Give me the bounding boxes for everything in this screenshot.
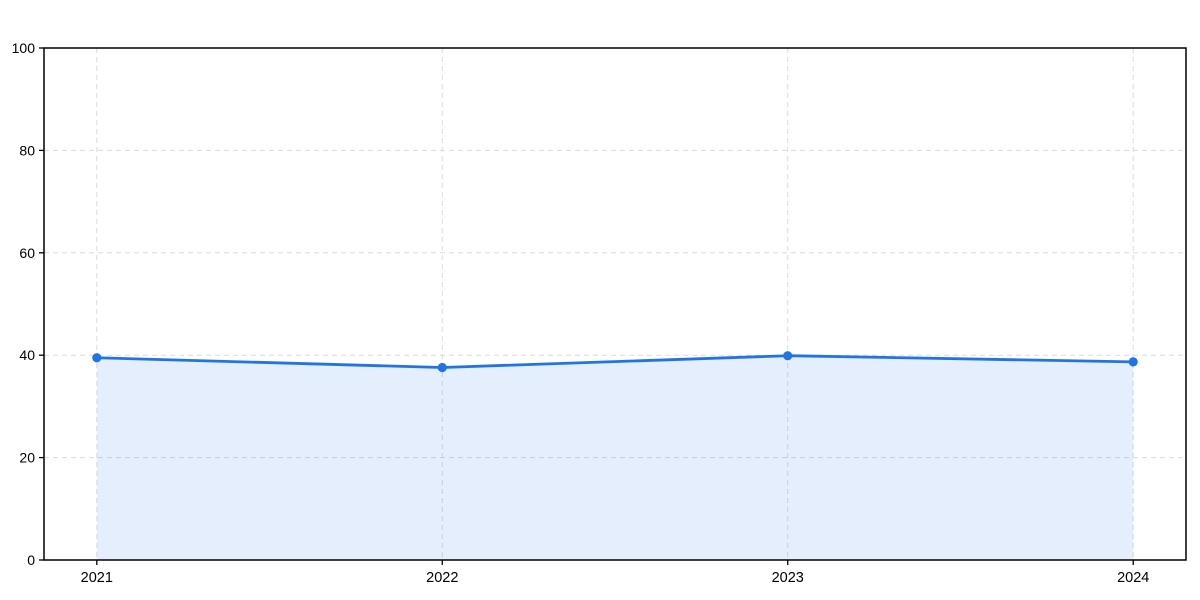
area-fill xyxy=(96,355,1134,560)
x-tick-label-2023: 2023 xyxy=(772,570,804,586)
x-tick-label-2021: 2021 xyxy=(81,570,113,586)
y-tick-label-40: 40 xyxy=(19,347,35,363)
y-tick-label-60: 60 xyxy=(19,245,35,261)
data-point-2023 xyxy=(783,351,793,361)
y-tick-label-80: 80 xyxy=(19,142,35,158)
x-tick-label-2022: 2022 xyxy=(426,570,458,586)
y-tick-label-0: 0 xyxy=(27,552,35,568)
data-point-2024 xyxy=(1128,357,1138,367)
data-point-2021 xyxy=(92,353,102,363)
trend-line xyxy=(95,354,1135,369)
data-point-2022 xyxy=(437,362,447,373)
x-tick-label-2024: 2024 xyxy=(1117,570,1149,586)
plot-border xyxy=(43,47,1187,561)
y-tick-label-100: 100 xyxy=(12,40,36,56)
y-tick-label-20: 20 xyxy=(19,450,35,466)
